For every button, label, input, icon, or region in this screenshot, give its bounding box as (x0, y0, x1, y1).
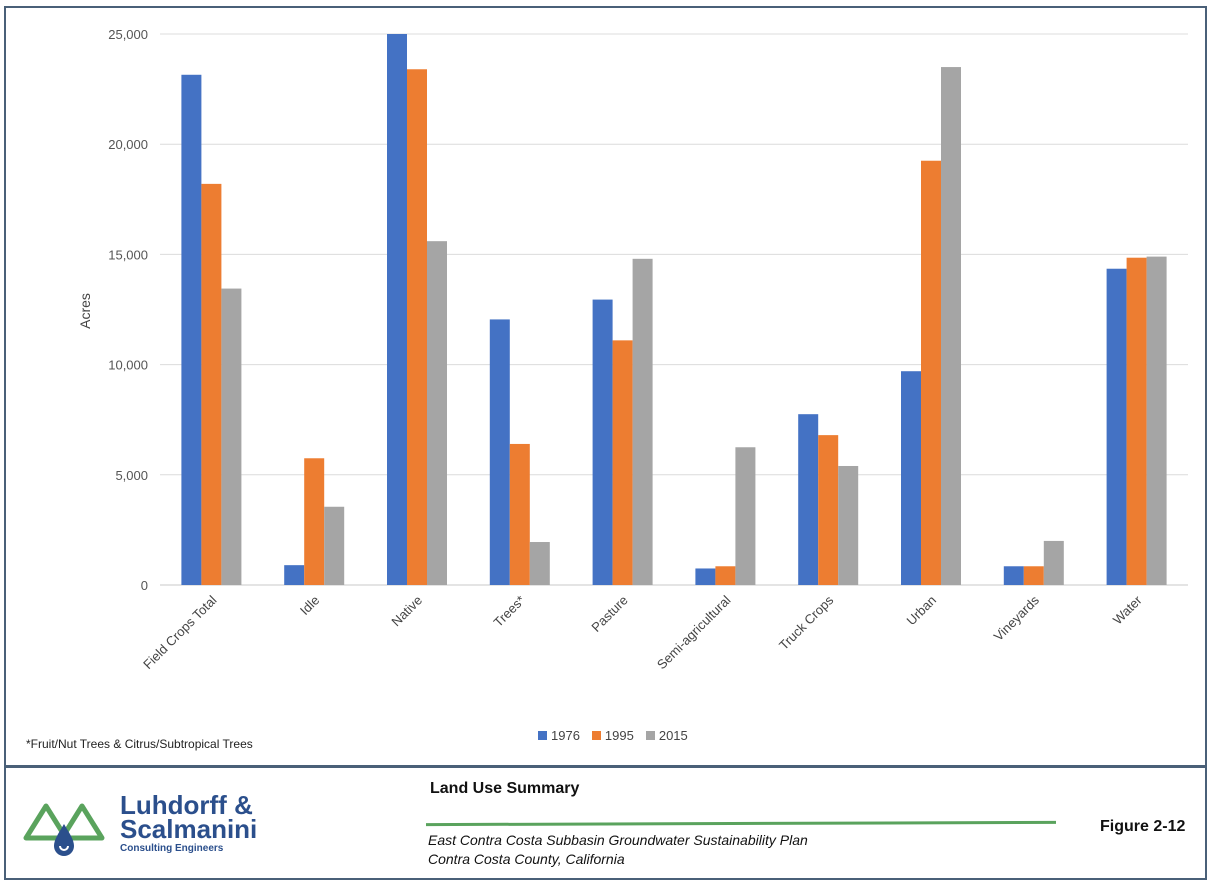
figure-number: Figure 2-12 (1100, 818, 1186, 835)
bar-2015 (941, 67, 961, 585)
logo-line-2: Scalmanini (120, 814, 258, 844)
x-tick-label: Semi-agricultural (654, 592, 734, 672)
bar-2015 (838, 465, 859, 585)
x-tick-labels: Field Crops Total Idle Native Trees* Pasture… (140, 592, 1145, 672)
x-tick-label: Pasture (588, 593, 630, 635)
subtitle-line-2: Contra Costa County, California (428, 851, 625, 867)
logo-line-3: Consulting Engineers (120, 843, 224, 854)
y-tick-label: 10,000 (108, 358, 148, 373)
bar-2015 (735, 447, 756, 585)
title-block: Land Use Summary (430, 780, 579, 798)
x-tick-label: Idle (297, 593, 322, 618)
bar-1976 (387, 34, 407, 585)
figure-subtitle: East Contra Costa Subbasin Groundwater S… (428, 831, 808, 869)
bar-2015 (1043, 540, 1064, 585)
x-tick-label: Field Crops Total (140, 592, 219, 671)
x-tick-label: Truck Crops (776, 592, 837, 653)
bar-1995 (612, 340, 633, 585)
bar-1995 (921, 160, 941, 586)
bar-1995 (1023, 566, 1044, 585)
legend-item-1995: 1995 (591, 728, 634, 743)
legend-swatch-1995 (591, 731, 601, 740)
bar-1976 (1106, 268, 1127, 585)
y-tick-label: 15,000 (108, 247, 148, 262)
figure-title: Land Use Summary (430, 780, 580, 797)
y-tick-label: 5,000 (115, 468, 148, 483)
bar-2015 (221, 288, 242, 585)
bar-1976 (489, 319, 510, 585)
bar-chart: 0 5,000 10,000 15,000 20,000 25,000 Field Cro… (77, 27, 1188, 672)
bar-1976 (695, 568, 716, 585)
bar-1995 (304, 458, 325, 585)
bar-1976 (284, 565, 305, 585)
bar-1995 (715, 566, 736, 585)
bar-1976 (798, 414, 819, 585)
y-tick-label: 0 (141, 578, 148, 593)
bar-1976 (592, 299, 613, 585)
legend: 1976 1995 2015 (538, 728, 688, 743)
legend-label-1995: 1995 (604, 728, 634, 743)
x-tick-label: Vineyards (991, 592, 1043, 644)
triangle-water-drop-logo-icon (23, 803, 105, 856)
x-tick-label: Native (388, 593, 425, 630)
bar-1995 (201, 183, 222, 585)
legend-label-1976: 1976 (551, 728, 580, 743)
bar-1976 (1003, 566, 1024, 585)
footnote: *Fruit/Nut Trees & Citrus/Subtropical Tr… (26, 737, 253, 751)
bar-2015 (1146, 256, 1167, 585)
legend-swatch-2015 (645, 731, 655, 740)
subtitle-line-1: East Contra Costa Subbasin Groundwater S… (428, 832, 808, 848)
bar-1995 (407, 69, 427, 586)
company-logo-text: Luhdorff & Scalmanini Consulting Enginee… (120, 790, 258, 854)
y-axis-label: Acres (77, 293, 93, 329)
legend-label-2015: 2015 (658, 728, 688, 743)
bar-1976 (181, 74, 202, 586)
x-tick-label: Water (1110, 592, 1145, 627)
y-tick-labels: 0 5,000 10,000 15,000 20,000 25,000 (108, 27, 148, 593)
bar-1995 (818, 435, 839, 585)
title-block-divider (4, 765, 1207, 768)
x-tick-label: Trees* (491, 593, 528, 630)
bar-1995 (509, 443, 530, 585)
legend-item-2015: 2015 (645, 728, 688, 743)
bar-2015 (324, 506, 345, 585)
logo-line-1: Luhdorff & (120, 790, 253, 820)
y-tick-label: 25,000 (108, 27, 148, 42)
bar-2015 (427, 241, 447, 585)
bar-1995 (1126, 257, 1147, 585)
bar-2015 (529, 542, 550, 585)
x-tick-label: Urban (903, 593, 939, 629)
bars (181, 34, 1167, 586)
legend-swatch-1976 (538, 731, 547, 740)
bar-1976 (901, 371, 921, 585)
legend-item-1976: 1976 (538, 728, 580, 743)
bar-2015 (632, 258, 653, 585)
y-tick-label: 20,000 (108, 137, 148, 152)
